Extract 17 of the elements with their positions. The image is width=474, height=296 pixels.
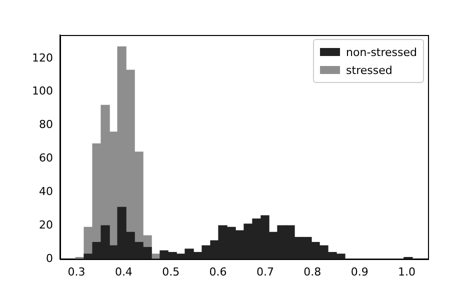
y-tick-label: 0 <box>46 252 53 265</box>
x-tick-label: 0.7 <box>256 265 274 278</box>
x-tick-label: 0.3 <box>68 265 86 278</box>
y-tick-label: 100 <box>32 84 53 98</box>
x-tick-label: 1.0 <box>398 265 416 278</box>
x-tick-label: 0.9 <box>350 265 368 278</box>
x-tick-label: 0.4 <box>114 265 132 278</box>
y-tick-label: 60 <box>39 152 53 165</box>
legend-label: stressed <box>346 64 392 76</box>
y-tick-label: 40 <box>39 184 53 198</box>
x-tick-label: 0.6 <box>209 265 227 278</box>
y-tick-label: 120 <box>32 51 53 64</box>
x-tick-label: 0.5 <box>162 265 180 278</box>
y-tick-label: 80 <box>39 118 53 132</box>
y-tick-label: 20 <box>39 218 53 232</box>
legend-label: non-stressed <box>346 46 417 58</box>
x-tick-label: 0.8 <box>304 265 322 278</box>
